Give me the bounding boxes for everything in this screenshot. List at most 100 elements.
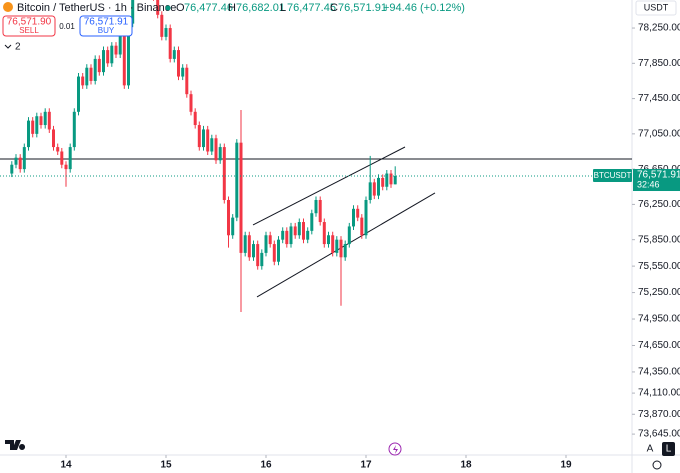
candle-body xyxy=(172,50,176,59)
candle-body xyxy=(106,50,110,64)
candle-body xyxy=(239,142,243,253)
x-tick-label: 16 xyxy=(260,460,272,471)
y-tick-label: 73,870.00 xyxy=(638,409,680,420)
countdown: 32:46 xyxy=(637,179,660,189)
chart-title: Bitcoin / TetherUS · 1h · Binance xyxy=(17,2,176,14)
candle-body xyxy=(389,173,393,185)
candle-body xyxy=(227,199,230,236)
y-tick-label: 77,050.00 xyxy=(638,128,680,139)
y-tick-label: 76,250.00 xyxy=(638,199,680,210)
ohlc-value: 76,682.01 xyxy=(236,2,285,14)
symbol-label-bg xyxy=(593,169,632,183)
candle-body xyxy=(114,45,118,55)
y-tick-label: 74,950.00 xyxy=(638,314,680,325)
candle-body xyxy=(243,235,247,253)
coin-icon xyxy=(3,2,13,12)
event-icon xyxy=(393,445,398,454)
candle-body xyxy=(302,222,305,240)
candle-body xyxy=(356,208,360,218)
candle-body xyxy=(377,177,380,196)
logo[interactable] xyxy=(5,440,26,450)
candle-body xyxy=(131,0,135,24)
candle-body xyxy=(352,208,355,227)
scale-button[interactable]: A xyxy=(647,444,654,455)
ohlc-value: 76,477.46 xyxy=(184,2,233,14)
candle-body xyxy=(43,111,47,126)
candle-body xyxy=(202,129,205,148)
candle-body xyxy=(102,50,105,73)
currency: USDT xyxy=(644,2,669,12)
candle-body xyxy=(39,116,43,126)
sell-button[interactable] xyxy=(2,15,56,37)
candle-body xyxy=(156,0,160,15)
candle-body xyxy=(27,120,30,148)
candle-body xyxy=(306,230,310,240)
trend-line xyxy=(252,146,406,226)
y-tick-label: 73,645.00 xyxy=(638,429,680,440)
candle-body xyxy=(260,252,264,267)
candle-body xyxy=(64,164,68,170)
price-label-bg xyxy=(633,169,680,192)
candle-body xyxy=(268,235,272,245)
candle-body xyxy=(210,138,214,152)
ohlc-value: 76,571.91 xyxy=(338,2,387,14)
candle-body xyxy=(35,116,39,134)
x-tick-label: 17 xyxy=(360,460,372,471)
currency-button[interactable] xyxy=(635,0,677,16)
candle-body xyxy=(85,67,89,86)
candle-body xyxy=(72,111,76,148)
candle-body xyxy=(110,45,114,64)
y-tick-label: 74,350.00 xyxy=(638,367,680,378)
candle-body xyxy=(60,151,64,165)
candle-body xyxy=(164,28,168,37)
candle-body xyxy=(385,173,389,187)
spread: 0.01 xyxy=(59,22,75,31)
candle-body xyxy=(189,94,193,112)
candle-body xyxy=(381,177,385,187)
candle-body xyxy=(68,147,72,170)
buy-price: 76,571.91 xyxy=(84,17,129,28)
ohlc-value: 76,477.45 xyxy=(287,2,336,14)
x-tick-label: 15 xyxy=(160,460,172,471)
buy-button[interactable] xyxy=(79,15,133,37)
sell-label: SELL xyxy=(19,26,39,35)
y-tick-label: 75,250.00 xyxy=(638,287,680,298)
candle-body xyxy=(93,58,97,81)
candle-body xyxy=(372,182,376,196)
settings-icon[interactable] xyxy=(652,460,662,470)
candle-body xyxy=(310,213,314,231)
y-tick-label: 77,850.00 xyxy=(638,58,680,69)
candle-body xyxy=(289,226,293,245)
candle-body xyxy=(327,235,330,245)
candle-body xyxy=(285,230,289,245)
candle-body xyxy=(293,226,297,236)
candle-body xyxy=(222,147,226,200)
x-tick-label: 19 xyxy=(560,460,572,471)
candle-body xyxy=(339,239,343,258)
y-tick-label: 75,550.00 xyxy=(638,261,680,272)
candle-body xyxy=(31,120,35,134)
buy-label: BUY xyxy=(98,26,115,35)
candle-body xyxy=(122,32,126,86)
price-label: 76,571.91 xyxy=(637,170,680,181)
y-tick-label: 77,450.00 xyxy=(638,93,680,104)
candle-body xyxy=(235,142,239,218)
candle-body xyxy=(393,176,397,185)
x-tick-label: 14 xyxy=(60,460,72,471)
candle-body xyxy=(52,129,55,148)
ohlc-label: C xyxy=(330,2,338,14)
candle-body xyxy=(118,32,122,55)
candle-body xyxy=(206,129,210,152)
candle-body xyxy=(331,235,335,253)
candle-body xyxy=(343,244,347,258)
candle-body xyxy=(318,199,322,223)
candle-body xyxy=(335,239,339,253)
scale-button[interactable] xyxy=(662,442,675,456)
indicators-count: 2 xyxy=(15,42,21,53)
change: +94.46 (+0.12%) xyxy=(383,2,465,14)
candle-body xyxy=(277,239,280,262)
collapse-chevron[interactable] xyxy=(4,44,12,49)
symbol-label: BTCUSDT xyxy=(594,171,632,180)
y-tick-label: 75,850.00 xyxy=(638,234,680,245)
